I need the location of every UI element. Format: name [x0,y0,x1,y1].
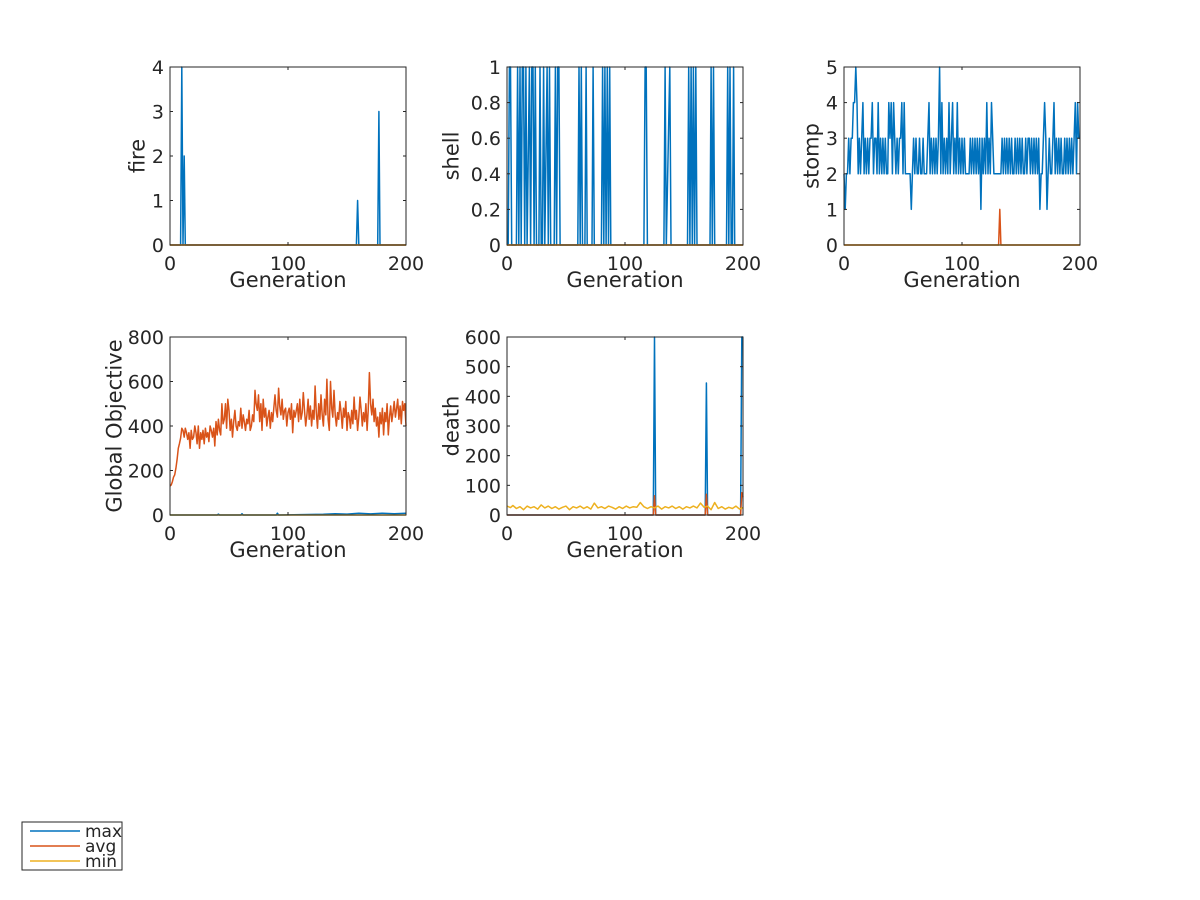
x-tick-label: 200 [1062,253,1098,275]
y-tick-label: 200 [128,461,164,483]
series-line-max [507,66,743,246]
series-line-max [843,66,1080,211]
y-tick-label: 500 [465,357,501,379]
subplot-shell: 0 100 200 0 0.2 0.4 0.6 0.8 1 Generation shell [440,57,762,292]
subplot-global-objective: 0 100 200 0 200 400 600 800 Generation Global Obj… [103,327,425,562]
y-tick-label: 600 [465,327,501,349]
x-axis-title: Generation [229,538,346,562]
x-tick-label: 200 [388,253,424,275]
x-tick-label: 0 [501,523,513,545]
series-line-avg [507,492,744,516]
y-tick-label: 2 [152,146,164,168]
x-axis-title: Generation [903,268,1020,292]
y-axis-title: fire [126,139,150,173]
y-axis-title: stomp [800,123,824,189]
y-tick-label: 0.8 [471,93,501,115]
legend-label-max: max [85,822,122,842]
x-tick-label: 0 [164,253,176,275]
legend-label-min: min [85,852,117,872]
x-axis-title: Generation [566,538,683,562]
y-tick-label: 3 [152,102,164,124]
x-tick-label: 200 [388,523,424,545]
x-axis-title: Generation [566,268,683,292]
y-tick-label: 3 [826,128,838,150]
legend: max avg min [21,821,123,872]
x-tick-label: 100 [270,523,306,545]
x-tick-label: 100 [607,253,643,275]
y-tick-label: 400 [465,386,501,408]
y-tick-label: 5 [826,57,838,79]
y-axis-title: death [440,396,464,457]
x-tick-label: 100 [944,253,980,275]
y-tick-label: 4 [826,93,838,115]
plot-area [170,67,406,245]
y-axis-title: Global Objective [103,339,127,512]
plot-area [170,337,406,515]
y-tick-label: 0 [489,505,501,527]
y-tick-label: 0.4 [471,164,501,186]
subplot-death: 0 100 200 0 100 200 300 400 500 600 Generation deat… [440,327,762,562]
x-tick-label: 200 [725,523,761,545]
y-tick-label: 0.6 [471,128,501,150]
y-tick-label: 0 [489,235,501,257]
x-axis-title: Generation [229,268,346,292]
series-line-min [506,501,744,511]
x-tick-label: 0 [838,253,850,275]
subplot-fire: 0 100 200 0 1 2 3 4 Generation fire [126,57,425,292]
y-tick-label: 300 [465,416,501,438]
y-tick-label: 1 [152,191,164,213]
y-tick-label: 2 [826,164,838,186]
y-tick-label: 200 [465,446,501,468]
y-tick-label: 4 [152,57,164,79]
x-tick-label: 0 [164,523,176,545]
y-tick-label: 0 [826,235,838,257]
x-tick-label: 100 [607,523,643,545]
series-line-avg [169,371,407,487]
plot-area [507,337,743,515]
y-tick-label: 0 [152,235,164,257]
y-tick-label: 100 [465,475,501,497]
y-tick-label: 0.2 [471,199,501,221]
y-tick-label: 1 [826,199,838,221]
y-tick-label: 800 [128,327,164,349]
x-tick-label: 100 [270,253,306,275]
y-tick-label: 0 [152,505,164,527]
y-axis-title: shell [440,132,464,181]
y-tick-label: 400 [128,416,164,438]
legend-label-avg: avg [85,837,116,857]
subplot-stomp: 0 100 200 0 1 2 3 4 5 Generation stomp [800,57,1099,292]
y-tick-label: 1 [489,57,501,79]
y-tick-label: 600 [128,372,164,394]
x-tick-label: 200 [725,253,761,275]
x-tick-label: 0 [501,253,513,275]
